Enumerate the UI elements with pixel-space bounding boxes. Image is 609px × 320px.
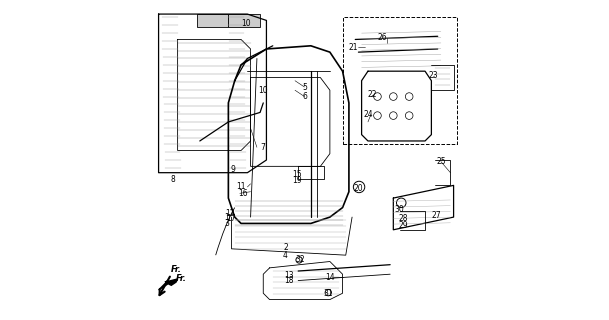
Text: 1: 1	[224, 212, 229, 222]
Text: 2: 2	[283, 243, 288, 252]
Text: Fr.: Fr.	[176, 275, 187, 284]
Text: 18: 18	[284, 276, 294, 285]
Text: 29: 29	[398, 220, 407, 229]
Text: 30: 30	[395, 205, 404, 214]
Text: 32: 32	[295, 255, 304, 264]
Text: 4: 4	[283, 251, 288, 260]
Text: 19: 19	[292, 176, 301, 185]
Text: 24: 24	[363, 109, 373, 118]
Text: 13: 13	[284, 271, 294, 280]
Text: 17: 17	[226, 214, 236, 223]
Text: 11: 11	[236, 182, 246, 191]
Polygon shape	[228, 14, 260, 27]
Text: 25: 25	[436, 157, 446, 166]
Text: 16: 16	[238, 189, 247, 198]
Text: 23: 23	[428, 71, 438, 80]
Text: 9: 9	[231, 165, 236, 174]
Polygon shape	[197, 14, 228, 27]
Polygon shape	[158, 279, 178, 290]
Text: 28: 28	[398, 214, 407, 223]
Text: 26: 26	[378, 33, 387, 42]
Text: 21: 21	[349, 43, 359, 52]
Text: 27: 27	[431, 211, 441, 220]
Text: 12: 12	[225, 209, 234, 219]
Text: 22: 22	[368, 91, 378, 100]
Text: 20: 20	[354, 184, 363, 193]
Text: 6: 6	[302, 92, 307, 101]
Text: 8: 8	[171, 174, 175, 184]
Text: 31: 31	[323, 289, 333, 298]
Text: 10: 10	[241, 19, 251, 28]
Text: 15: 15	[292, 170, 301, 179]
Text: 10: 10	[258, 86, 268, 95]
Text: 3: 3	[224, 219, 229, 228]
Text: 14: 14	[325, 273, 335, 282]
Text: 5: 5	[302, 83, 307, 92]
Text: Fr.: Fr.	[171, 265, 182, 274]
Text: 7: 7	[261, 143, 266, 152]
Bar	[343, 17, 457, 144]
